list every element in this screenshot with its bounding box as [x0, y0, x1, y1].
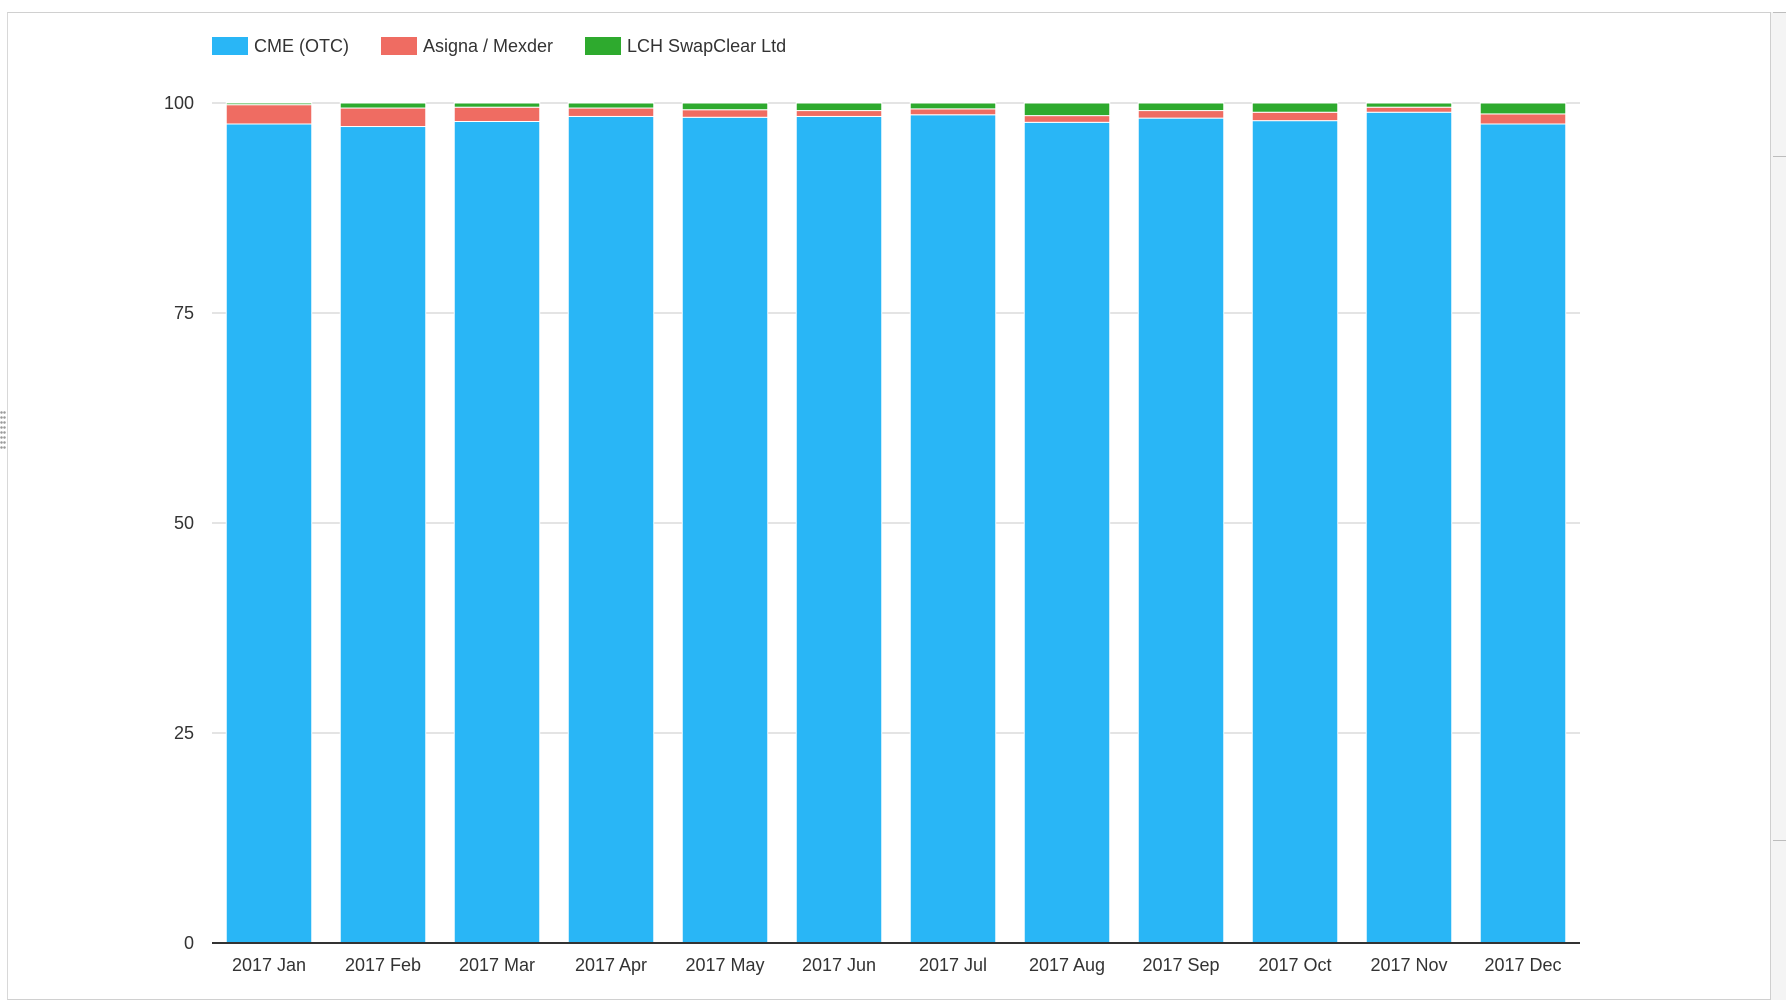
bar-segment-cme[interactable] [225, 123, 313, 944]
right-scroll-strip[interactable] [1770, 12, 1786, 1000]
bar-stacks [225, 102, 1567, 944]
scroll-tick [1773, 156, 1786, 157]
bar-segment-asigna[interactable] [681, 109, 769, 118]
bar-segment-lch[interactable] [909, 102, 997, 110]
bar-segment-cme[interactable] [1023, 121, 1111, 944]
x-tick-label: 2017 Nov [1370, 955, 1447, 975]
bar-segment-asigna[interactable] [1023, 115, 1111, 123]
gridlines [212, 102, 1580, 734]
x-tick-label: 2017 Dec [1484, 955, 1561, 975]
bar-segment-asigna[interactable] [909, 108, 997, 116]
scroll-tick [1773, 12, 1786, 13]
bar-segment-lch[interactable] [225, 102, 313, 106]
chart-legend: CME (OTC) Asigna / Mexder LCH SwapClear … [212, 34, 818, 58]
x-tick-label: 2017 Feb [345, 955, 421, 975]
bar-segment-lch[interactable] [681, 102, 769, 111]
legend-item-cme[interactable]: CME (OTC) [212, 36, 349, 57]
bar-segment-asigna[interactable] [795, 110, 883, 117]
y-tick-label: 75 [174, 303, 194, 323]
legend-item-lch[interactable]: LCH SwapClear Ltd [585, 36, 786, 57]
bar-segment-asigna[interactable] [1251, 111, 1339, 122]
x-tick-label: 2017 Oct [1258, 955, 1331, 975]
y-tick-label: 100 [164, 93, 194, 113]
x-tick-label: 2017 Jun [802, 955, 876, 975]
x-tick-label: 2017 May [685, 955, 764, 975]
legend-label-cme: CME (OTC) [254, 35, 349, 56]
x-tick-label: 2017 Jul [919, 955, 987, 975]
x-tick-label: 2017 Jan [232, 955, 306, 975]
bar-segment-lch[interactable] [567, 102, 655, 109]
bar-segment-cme[interactable] [453, 120, 541, 944]
y-tick-label: 0 [184, 933, 194, 953]
bar-segment-lch[interactable] [1365, 102, 1453, 108]
bar-segment-lch[interactable] [795, 102, 883, 112]
legend-label-lch: LCH SwapClear Ltd [627, 35, 787, 56]
bar-segment-cme[interactable] [339, 126, 427, 944]
x-tick-label: 2017 Aug [1029, 955, 1105, 975]
scroll-tick [1773, 840, 1786, 841]
bar-segment-cme[interactable] [1365, 111, 1453, 944]
legend-swatch-asigna [380, 37, 417, 55]
bar-segment-cme[interactable] [1137, 117, 1225, 944]
y-tick-label: 50 [174, 513, 194, 533]
bar-segment-cme[interactable] [1251, 120, 1339, 944]
bar-segment-lch[interactable] [1479, 102, 1567, 115]
bar-segment-lch[interactable] [1023, 102, 1111, 117]
x-tick-label: 2017 Apr [575, 955, 647, 975]
bar-segment-cme[interactable] [567, 115, 655, 944]
bar-segment-asigna[interactable] [339, 107, 427, 128]
bar-segment-lch[interactable] [1137, 102, 1225, 112]
legend-swatch-lch [585, 37, 622, 55]
bar-segment-asigna[interactable] [1137, 110, 1225, 119]
x-tick-label: 2017 Sep [1142, 955, 1219, 975]
legend-label-asigna: Asigna / Mexder [422, 35, 554, 56]
bar-segment-lch[interactable] [453, 102, 541, 108]
bar-segment-asigna[interactable] [225, 104, 313, 125]
bar-segment-lch[interactable] [339, 102, 427, 109]
resize-handle-icon[interactable] [0, 410, 6, 450]
bar-segment-asigna[interactable] [1479, 113, 1567, 125]
x-tick-label: 2017 Mar [459, 955, 535, 975]
bar-segment-cme[interactable] [1479, 123, 1567, 944]
bar-segment-asigna[interactable] [567, 107, 655, 117]
bar-segment-asigna[interactable] [1365, 106, 1453, 113]
legend-item-asigna[interactable]: Asigna / Mexder [380, 35, 554, 57]
bar-segment-cme[interactable] [681, 116, 769, 944]
bar-segment-cme[interactable] [909, 114, 997, 944]
bar-segment-asigna[interactable] [453, 106, 541, 122]
y-tick-label: 25 [174, 723, 194, 743]
legend-swatch-cme [212, 37, 248, 55]
bar-segment-lch[interactable] [1251, 102, 1339, 113]
axes: 0 25 50 75 100 2017 Jan 2017 Feb 2017 Mar 2017 A… [164, 93, 1580, 975]
bar-segment-cme[interactable] [795, 115, 883, 944]
